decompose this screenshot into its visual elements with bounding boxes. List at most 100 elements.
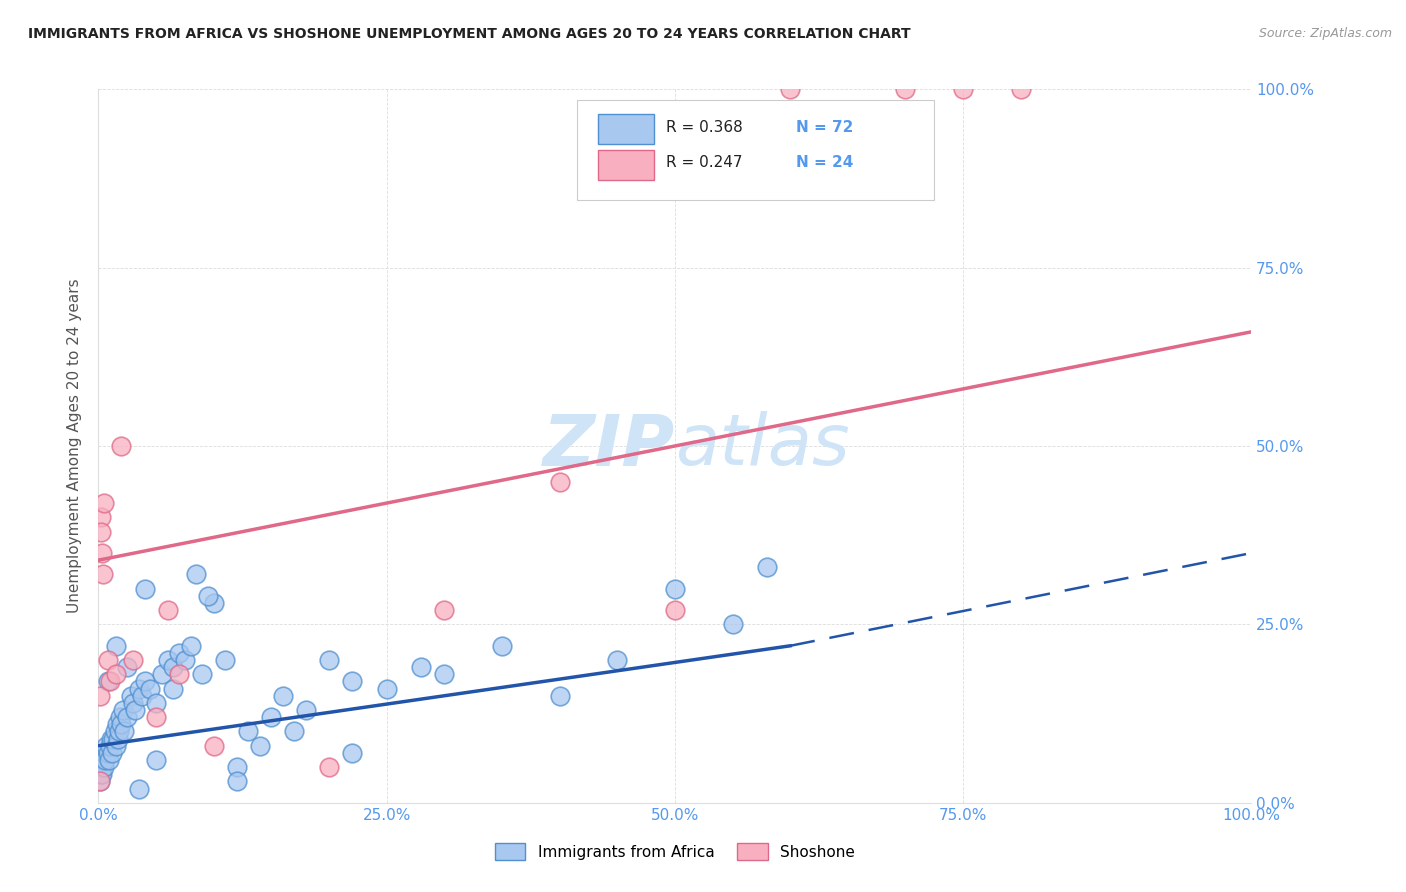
- Point: [139, 681, 162, 696]
- Point: [260, 710, 283, 724]
- Point: [952, 82, 974, 96]
- Text: atlas: atlas: [675, 411, 849, 481]
- Point: [180, 639, 202, 653]
- Point: [202, 739, 225, 753]
- Point: [90, 510, 112, 524]
- Point: [721, 617, 744, 632]
- Point: [134, 582, 156, 596]
- Point: [94, 753, 117, 767]
- Point: [145, 710, 167, 724]
- Point: [167, 667, 190, 681]
- Point: [225, 760, 247, 774]
- Point: [894, 82, 917, 96]
- Point: [104, 639, 127, 653]
- Point: [103, 724, 125, 739]
- Point: [117, 710, 139, 724]
- Point: [104, 667, 127, 681]
- Point: [1010, 82, 1032, 96]
- Text: R = 0.247: R = 0.247: [665, 155, 742, 170]
- Point: [90, 753, 112, 767]
- Point: [225, 774, 247, 789]
- Point: [271, 689, 294, 703]
- Point: [411, 660, 433, 674]
- Point: [191, 667, 214, 681]
- Point: [249, 739, 271, 753]
- Point: [110, 439, 132, 453]
- Legend: Immigrants from Africa, Shoshone: Immigrants from Africa, Shoshone: [489, 837, 860, 866]
- Point: [91, 746, 114, 760]
- FancyBboxPatch shape: [576, 100, 934, 200]
- Point: [134, 674, 156, 689]
- Point: [664, 582, 686, 596]
- Point: [340, 674, 363, 689]
- Point: [90, 524, 112, 539]
- Point: [111, 703, 134, 717]
- Point: [145, 696, 167, 710]
- Y-axis label: Unemployment Among Ages 20 to 24 years: Unemployment Among Ages 20 to 24 years: [67, 278, 83, 614]
- Point: [93, 760, 115, 774]
- FancyBboxPatch shape: [598, 150, 654, 180]
- Point: [112, 724, 135, 739]
- Point: [90, 767, 112, 781]
- Point: [162, 681, 184, 696]
- Point: [89, 774, 111, 789]
- Point: [117, 660, 139, 674]
- Point: [93, 496, 115, 510]
- Point: [664, 603, 686, 617]
- Point: [174, 653, 197, 667]
- Point: [156, 653, 179, 667]
- Point: [162, 660, 184, 674]
- Point: [145, 753, 167, 767]
- Point: [107, 731, 129, 746]
- Point: [318, 760, 340, 774]
- Point: [128, 781, 150, 796]
- Point: [186, 567, 208, 582]
- Point: [91, 567, 114, 582]
- Point: [97, 674, 120, 689]
- Point: [197, 589, 219, 603]
- Point: [122, 653, 145, 667]
- Point: [91, 767, 114, 781]
- Point: [548, 689, 571, 703]
- Point: [128, 681, 150, 696]
- Text: IMMIGRANTS FROM AFRICA VS SHOSHONE UNEMPLOYMENT AMONG AGES 20 TO 24 YEARS CORREL: IMMIGRANTS FROM AFRICA VS SHOSHONE UNEMP…: [28, 27, 911, 41]
- Point: [124, 703, 146, 717]
- Point: [120, 689, 142, 703]
- Point: [98, 674, 121, 689]
- Point: [156, 603, 179, 617]
- Point: [96, 739, 118, 753]
- Text: Source: ZipAtlas.com: Source: ZipAtlas.com: [1258, 27, 1392, 40]
- Point: [98, 739, 121, 753]
- Point: [108, 724, 131, 739]
- Text: R = 0.368: R = 0.368: [665, 120, 742, 136]
- Point: [606, 653, 628, 667]
- Text: N = 72: N = 72: [796, 120, 853, 136]
- Point: [491, 639, 513, 653]
- Point: [433, 603, 456, 617]
- Point: [89, 774, 111, 789]
- Point: [214, 653, 236, 667]
- Point: [89, 760, 111, 774]
- FancyBboxPatch shape: [598, 114, 654, 145]
- Point: [167, 646, 190, 660]
- Point: [110, 710, 132, 724]
- Point: [340, 746, 363, 760]
- Point: [89, 689, 111, 703]
- Point: [295, 703, 318, 717]
- Point: [756, 560, 779, 574]
- Point: [97, 753, 120, 767]
- Point: [150, 667, 173, 681]
- Point: [131, 689, 153, 703]
- Point: [283, 724, 305, 739]
- Point: [104, 739, 127, 753]
- Point: [97, 746, 120, 760]
- Point: [375, 681, 398, 696]
- Point: [101, 746, 124, 760]
- Point: [202, 596, 225, 610]
- Point: [100, 731, 122, 746]
- Point: [433, 667, 456, 681]
- Point: [97, 653, 120, 667]
- Point: [122, 696, 145, 710]
- Point: [779, 82, 801, 96]
- Text: ZIP: ZIP: [543, 411, 675, 481]
